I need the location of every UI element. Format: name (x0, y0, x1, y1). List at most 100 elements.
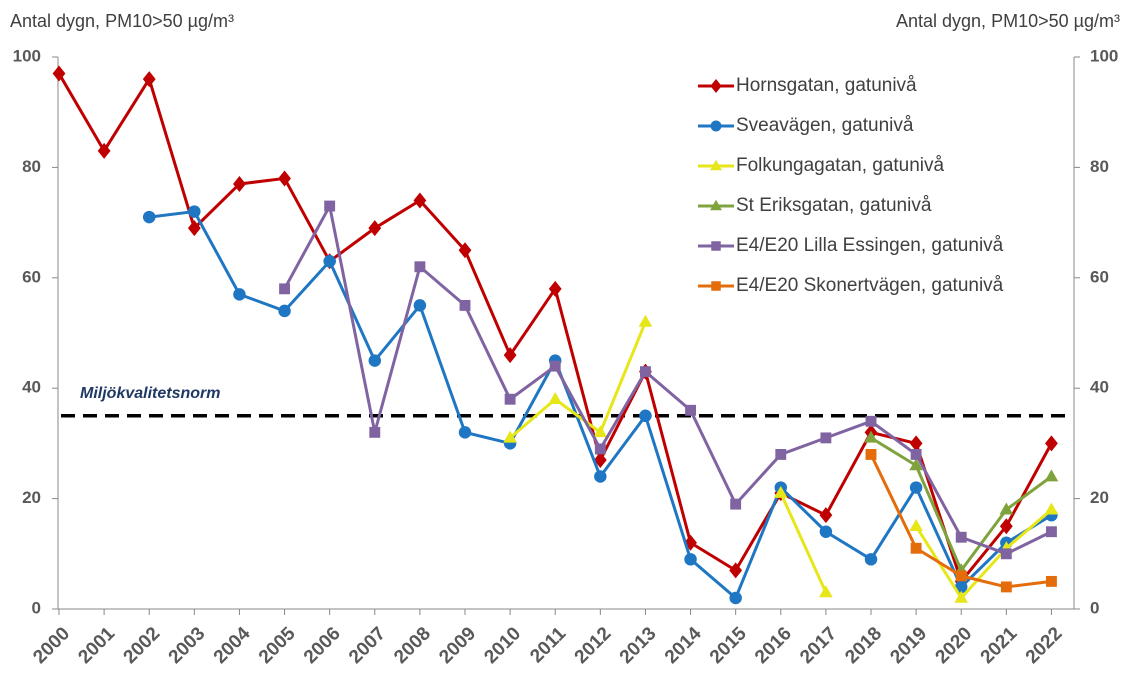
point (684, 553, 697, 566)
y2-tick-label: 0 (1090, 598, 1099, 617)
point (97, 142, 111, 159)
y-tick-label: 40 (22, 378, 41, 397)
point (1045, 435, 1058, 452)
y2-tick-label: 40 (1090, 378, 1109, 397)
legend-label: Folkungagatan, gatunivå (736, 155, 945, 176)
x-tick-label: 2000 (29, 623, 74, 668)
point (909, 435, 923, 452)
point (865, 449, 877, 460)
x-tick-label: 2014 (661, 623, 706, 668)
legend-label: Hornsgatan, gatunivå (736, 75, 917, 96)
legend-marker (711, 241, 721, 251)
series-line (57, 72, 1053, 583)
point (548, 392, 563, 405)
point (954, 590, 969, 603)
point (1000, 548, 1012, 560)
x-tick-label: 2009 (435, 623, 480, 668)
x-tick-label: 2011 (526, 623, 570, 667)
point (413, 192, 427, 209)
y-tick-label: 0 (32, 598, 41, 617)
point (549, 360, 561, 372)
point (413, 299, 427, 312)
point (729, 562, 743, 579)
point (369, 426, 381, 438)
point (685, 404, 696, 416)
point (458, 426, 472, 439)
point (368, 220, 382, 237)
x-tick-label: 2008 (390, 623, 435, 668)
point (1044, 469, 1059, 482)
point (594, 470, 607, 483)
point (999, 502, 1014, 515)
series-line (149, 210, 1053, 600)
y-tick-label: 60 (22, 267, 41, 286)
point (188, 205, 201, 218)
x-tick-label: 2019 (886, 623, 931, 668)
x-tick-label: 2003 (165, 623, 210, 668)
legend-label: St Eriksgatan, gatunivå (736, 195, 932, 216)
x-tick-label: 2004 (210, 623, 255, 668)
y-tick-label: 80 (22, 157, 41, 176)
point (910, 449, 922, 460)
x-tick-label: 2015 (706, 623, 751, 668)
point (999, 518, 1013, 535)
point (640, 366, 651, 378)
point (187, 220, 201, 237)
point (142, 210, 156, 224)
point (910, 542, 922, 554)
x-tick-label: 2021 (977, 623, 1022, 668)
point (233, 175, 246, 192)
point (278, 304, 291, 318)
point (819, 507, 833, 524)
x-tick-label: 2006 (300, 623, 345, 668)
legend-marker (710, 120, 722, 132)
point (864, 553, 878, 566)
y-tick-label: 20 (22, 488, 41, 507)
point (52, 65, 66, 82)
x-tick-label: 2005 (255, 623, 300, 668)
y2-tick-label: 100 (1090, 46, 1118, 65)
point (639, 409, 652, 423)
legend-marker (711, 281, 721, 291)
point (458, 242, 472, 259)
y2-tick-label: 20 (1090, 488, 1109, 507)
legend-label: E4/E20 Lilla Essingen, gatunivå (736, 235, 1004, 256)
point (955, 531, 967, 543)
point (142, 71, 156, 88)
x-tick-label: 2012 (571, 623, 616, 668)
point (729, 591, 742, 605)
legend-marker (710, 159, 722, 171)
point (819, 525, 833, 538)
point (593, 425, 608, 438)
x-tick-label: 2007 (345, 623, 390, 668)
x-tick-label: 2010 (480, 623, 525, 668)
y-axis-title: Antal dygn, PM10>50 µg/m³ (10, 11, 234, 31)
x-tick-label: 2020 (932, 623, 977, 668)
point (368, 354, 382, 367)
point (1046, 575, 1057, 587)
x-tick-label: 2017 (796, 623, 841, 668)
point (1044, 502, 1059, 515)
y2-tick-label: 80 (1090, 157, 1109, 176)
point (414, 261, 426, 273)
point (730, 498, 742, 510)
point (775, 449, 787, 460)
series-line (870, 436, 1053, 572)
point (593, 451, 607, 468)
point (548, 280, 562, 297)
point (503, 430, 517, 443)
x-tick-label: 2002 (120, 623, 165, 668)
y-tick-label: 100 (13, 46, 41, 65)
point (1046, 526, 1057, 538)
point (909, 458, 923, 471)
point (955, 570, 967, 582)
point (459, 299, 471, 311)
point (594, 443, 606, 455)
point (279, 283, 290, 295)
point (773, 485, 788, 498)
point (909, 519, 923, 531)
series-line (283, 204, 1053, 556)
x-tick-label: 2001 (74, 623, 119, 668)
point (954, 580, 968, 594)
x-tick-label: 2022 (1022, 623, 1067, 668)
